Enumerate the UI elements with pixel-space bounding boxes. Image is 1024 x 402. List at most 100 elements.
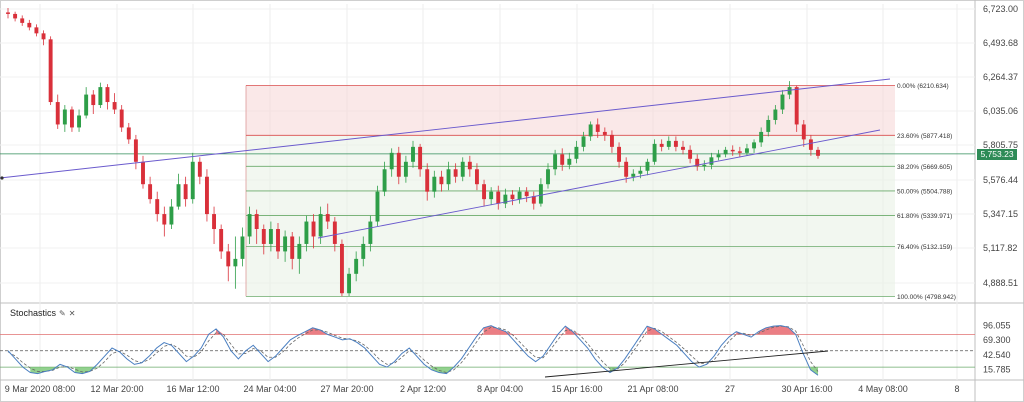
candle-down xyxy=(332,221,337,244)
candle-down xyxy=(20,18,25,23)
candle-up xyxy=(759,131,764,143)
candle-up xyxy=(766,119,771,132)
x-tick-label: 30 Apr 16:00 xyxy=(781,384,832,394)
candle-up xyxy=(304,221,309,244)
candle-up xyxy=(84,94,89,116)
candle-down xyxy=(133,139,138,162)
candle-up xyxy=(666,140,671,147)
fib-zone-top xyxy=(246,85,895,136)
trendline-upper xyxy=(0,78,891,179)
candle-down xyxy=(467,161,472,170)
candle-down xyxy=(808,139,813,150)
candle-up xyxy=(460,161,465,177)
candle-down xyxy=(6,12,10,14)
x-tick-label: 8 xyxy=(954,384,959,394)
price-tick-label: 5,576.44 xyxy=(983,175,1018,185)
candle-down xyxy=(496,191,501,204)
candle-up xyxy=(283,236,288,252)
candle-up xyxy=(169,206,174,225)
candle-up xyxy=(581,136,586,147)
candle-up xyxy=(347,273,352,294)
candle-down xyxy=(474,169,479,185)
candle-down xyxy=(531,196,536,204)
candle-down xyxy=(197,161,202,177)
candle-up xyxy=(546,169,550,185)
x-tick-label: 8 Apr 04:00 xyxy=(477,384,523,394)
x-tick-label: 27 Mar 20:00 xyxy=(320,384,373,394)
price-tick-label: 6,493.68 xyxy=(983,38,1018,48)
candle-down xyxy=(602,131,607,135)
candle-up xyxy=(787,87,792,95)
price-tick-label: 5,347.15 xyxy=(983,209,1018,219)
candle-up xyxy=(744,148,749,153)
candle-down xyxy=(624,161,629,177)
candle-up xyxy=(190,161,195,200)
candle-up xyxy=(538,184,543,204)
price-tick-label: 6,264.37 xyxy=(983,72,1018,82)
candle-up xyxy=(446,169,451,185)
fib-level-label: 23.60% (5877.418) xyxy=(897,133,952,140)
candle-up xyxy=(503,194,508,204)
stochastics-tick-label: 42.540 xyxy=(983,350,1011,360)
candle-down xyxy=(212,214,217,230)
candle-down xyxy=(681,146,685,150)
x-tick-label: 27 xyxy=(725,384,735,394)
candle-up xyxy=(62,109,67,125)
candle-down xyxy=(155,199,160,215)
candle-down xyxy=(162,214,167,225)
candle-down xyxy=(254,214,259,230)
candle-up xyxy=(645,161,650,171)
fib-level-label: 50.00% (5504.788) xyxy=(897,188,952,195)
close-icon[interactable]: ✕ xyxy=(68,309,76,318)
stochastics-k-line xyxy=(7,325,819,376)
candle-up xyxy=(375,191,380,222)
last-price-tag: 5,753.23 xyxy=(977,149,1017,160)
stochastics-title: Stochastics xyxy=(10,308,57,318)
price-tick-label: 5,117.82 xyxy=(983,243,1017,253)
candle-down xyxy=(425,169,430,192)
candle-up xyxy=(723,149,728,155)
candle-down xyxy=(453,169,458,177)
candle-up xyxy=(716,154,721,158)
price-tick-label: 4,888.51 xyxy=(983,278,1018,288)
candle-up xyxy=(268,229,273,244)
fib-level-label: 100.00% (4798.942) xyxy=(897,294,956,301)
candle-down xyxy=(737,151,742,153)
candle-up xyxy=(297,243,302,259)
candle-down xyxy=(325,214,330,222)
stochastics-tick-label: 15.785 xyxy=(983,364,1011,374)
x-tick-label: 2 Apr 12:00 xyxy=(400,384,446,394)
candle-down xyxy=(55,102,60,125)
candle-down xyxy=(396,152,401,177)
candle-up xyxy=(574,146,579,159)
pencil-icon[interactable]: ✎ xyxy=(59,309,66,318)
candle-down xyxy=(226,251,231,267)
candle-down xyxy=(148,184,153,200)
candle-up xyxy=(631,173,636,177)
stochastics-tick-label: 96.055 xyxy=(983,321,1011,331)
candle-down xyxy=(560,154,565,165)
candle-down xyxy=(418,146,423,170)
candle-down xyxy=(510,194,515,200)
candle-down xyxy=(801,124,806,140)
candle-up xyxy=(652,143,657,162)
x-tick-label: 16 Mar 12:00 xyxy=(166,384,219,394)
price-tick-label: 5,805.75 xyxy=(983,140,1018,150)
candle-up xyxy=(247,214,252,237)
candle-up xyxy=(403,161,408,177)
candle-up xyxy=(553,154,558,170)
candle-down xyxy=(276,229,280,252)
candle-down xyxy=(119,109,124,128)
candle-up xyxy=(780,94,785,110)
x-tick-label: 21 Apr 08:00 xyxy=(627,384,678,394)
candle-down xyxy=(730,149,735,152)
candle-down xyxy=(261,229,266,244)
x-tick-label: 4 May 08:00 xyxy=(858,384,908,394)
fib-level-label: 76.40% (5132.159) xyxy=(897,244,952,251)
candle-up xyxy=(233,258,238,267)
candle-up xyxy=(567,158,572,165)
candle-down xyxy=(311,221,316,237)
candle-down xyxy=(609,134,614,147)
candle-down xyxy=(290,236,295,259)
candle-up xyxy=(77,115,82,128)
